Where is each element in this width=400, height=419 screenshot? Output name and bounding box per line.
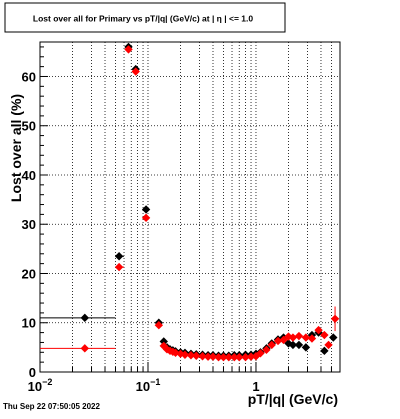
data-point (114, 262, 124, 272)
data-point (159, 337, 168, 346)
y-axis-title: Lost over all (%) (8, 94, 24, 202)
data-point (131, 67, 140, 76)
data-point (320, 346, 329, 356)
series-1 (40, 45, 340, 362)
y-tick-label: 60 (22, 69, 36, 84)
data-point (114, 252, 124, 261)
data-point (171, 348, 180, 357)
data-point (294, 331, 304, 341)
x-tick-label: 10−2 (28, 377, 53, 394)
data-point (324, 340, 333, 350)
grid-layer (40, 42, 340, 372)
chart-title: Lost over all for Primary vs pT/|q| (GeV… (33, 14, 253, 24)
data-point (80, 313, 90, 323)
y-tick-label: 30 (22, 217, 36, 232)
data-point (241, 353, 250, 362)
data-point (80, 344, 90, 353)
title-box: Lost over all for Primary vs pT/|q| (GeV… (4, 2, 286, 33)
data-point (230, 353, 239, 362)
tick-layer (39, 46, 341, 373)
data-point (180, 350, 190, 359)
data-point (288, 340, 298, 350)
x-tick-label: 1 (252, 379, 259, 394)
data-point (203, 352, 213, 361)
data-point (288, 333, 298, 342)
data-point (192, 351, 201, 360)
data-point (124, 45, 133, 54)
series-layer (40, 42, 340, 362)
title-frame (4, 2, 286, 33)
x-axis-title: pT/|q| (GeV/c) (248, 391, 338, 407)
y-tick-label: 40 (22, 168, 36, 183)
data-point (224, 353, 233, 362)
data-point (256, 349, 265, 358)
data-point (273, 336, 283, 346)
data-point (154, 321, 164, 330)
x-tick-labels: 10−2 10−1 1 (28, 377, 260, 394)
data-point (329, 333, 338, 342)
x-tick-label: 10−1 (136, 377, 161, 394)
data-point (301, 333, 311, 342)
data-point (307, 334, 317, 343)
plot-frame (39, 41, 341, 373)
data-point (246, 352, 256, 361)
data-point (262, 345, 271, 355)
data-point (186, 351, 196, 360)
data-point (314, 325, 323, 335)
timestamp: Thu Sep 22 07:50:05 2022 (3, 402, 100, 411)
data-point (214, 353, 223, 362)
y-tick-label: 0 (29, 365, 36, 380)
y-tick-label: 10 (22, 316, 36, 331)
y-tick-labels: 0 10 20 30 40 50 60 (22, 69, 36, 380)
data-point (267, 340, 276, 350)
data-point (301, 343, 311, 352)
data-point (320, 330, 329, 340)
data-point (198, 352, 207, 361)
data-point (208, 352, 218, 361)
data-point (294, 340, 304, 350)
data-point (141, 213, 151, 223)
data-point (235, 353, 244, 362)
data-point (219, 353, 228, 362)
data-point (141, 205, 151, 214)
y-tick-label: 50 (22, 119, 36, 134)
y-tick-label: 20 (22, 266, 36, 281)
data-point (330, 314, 340, 324)
